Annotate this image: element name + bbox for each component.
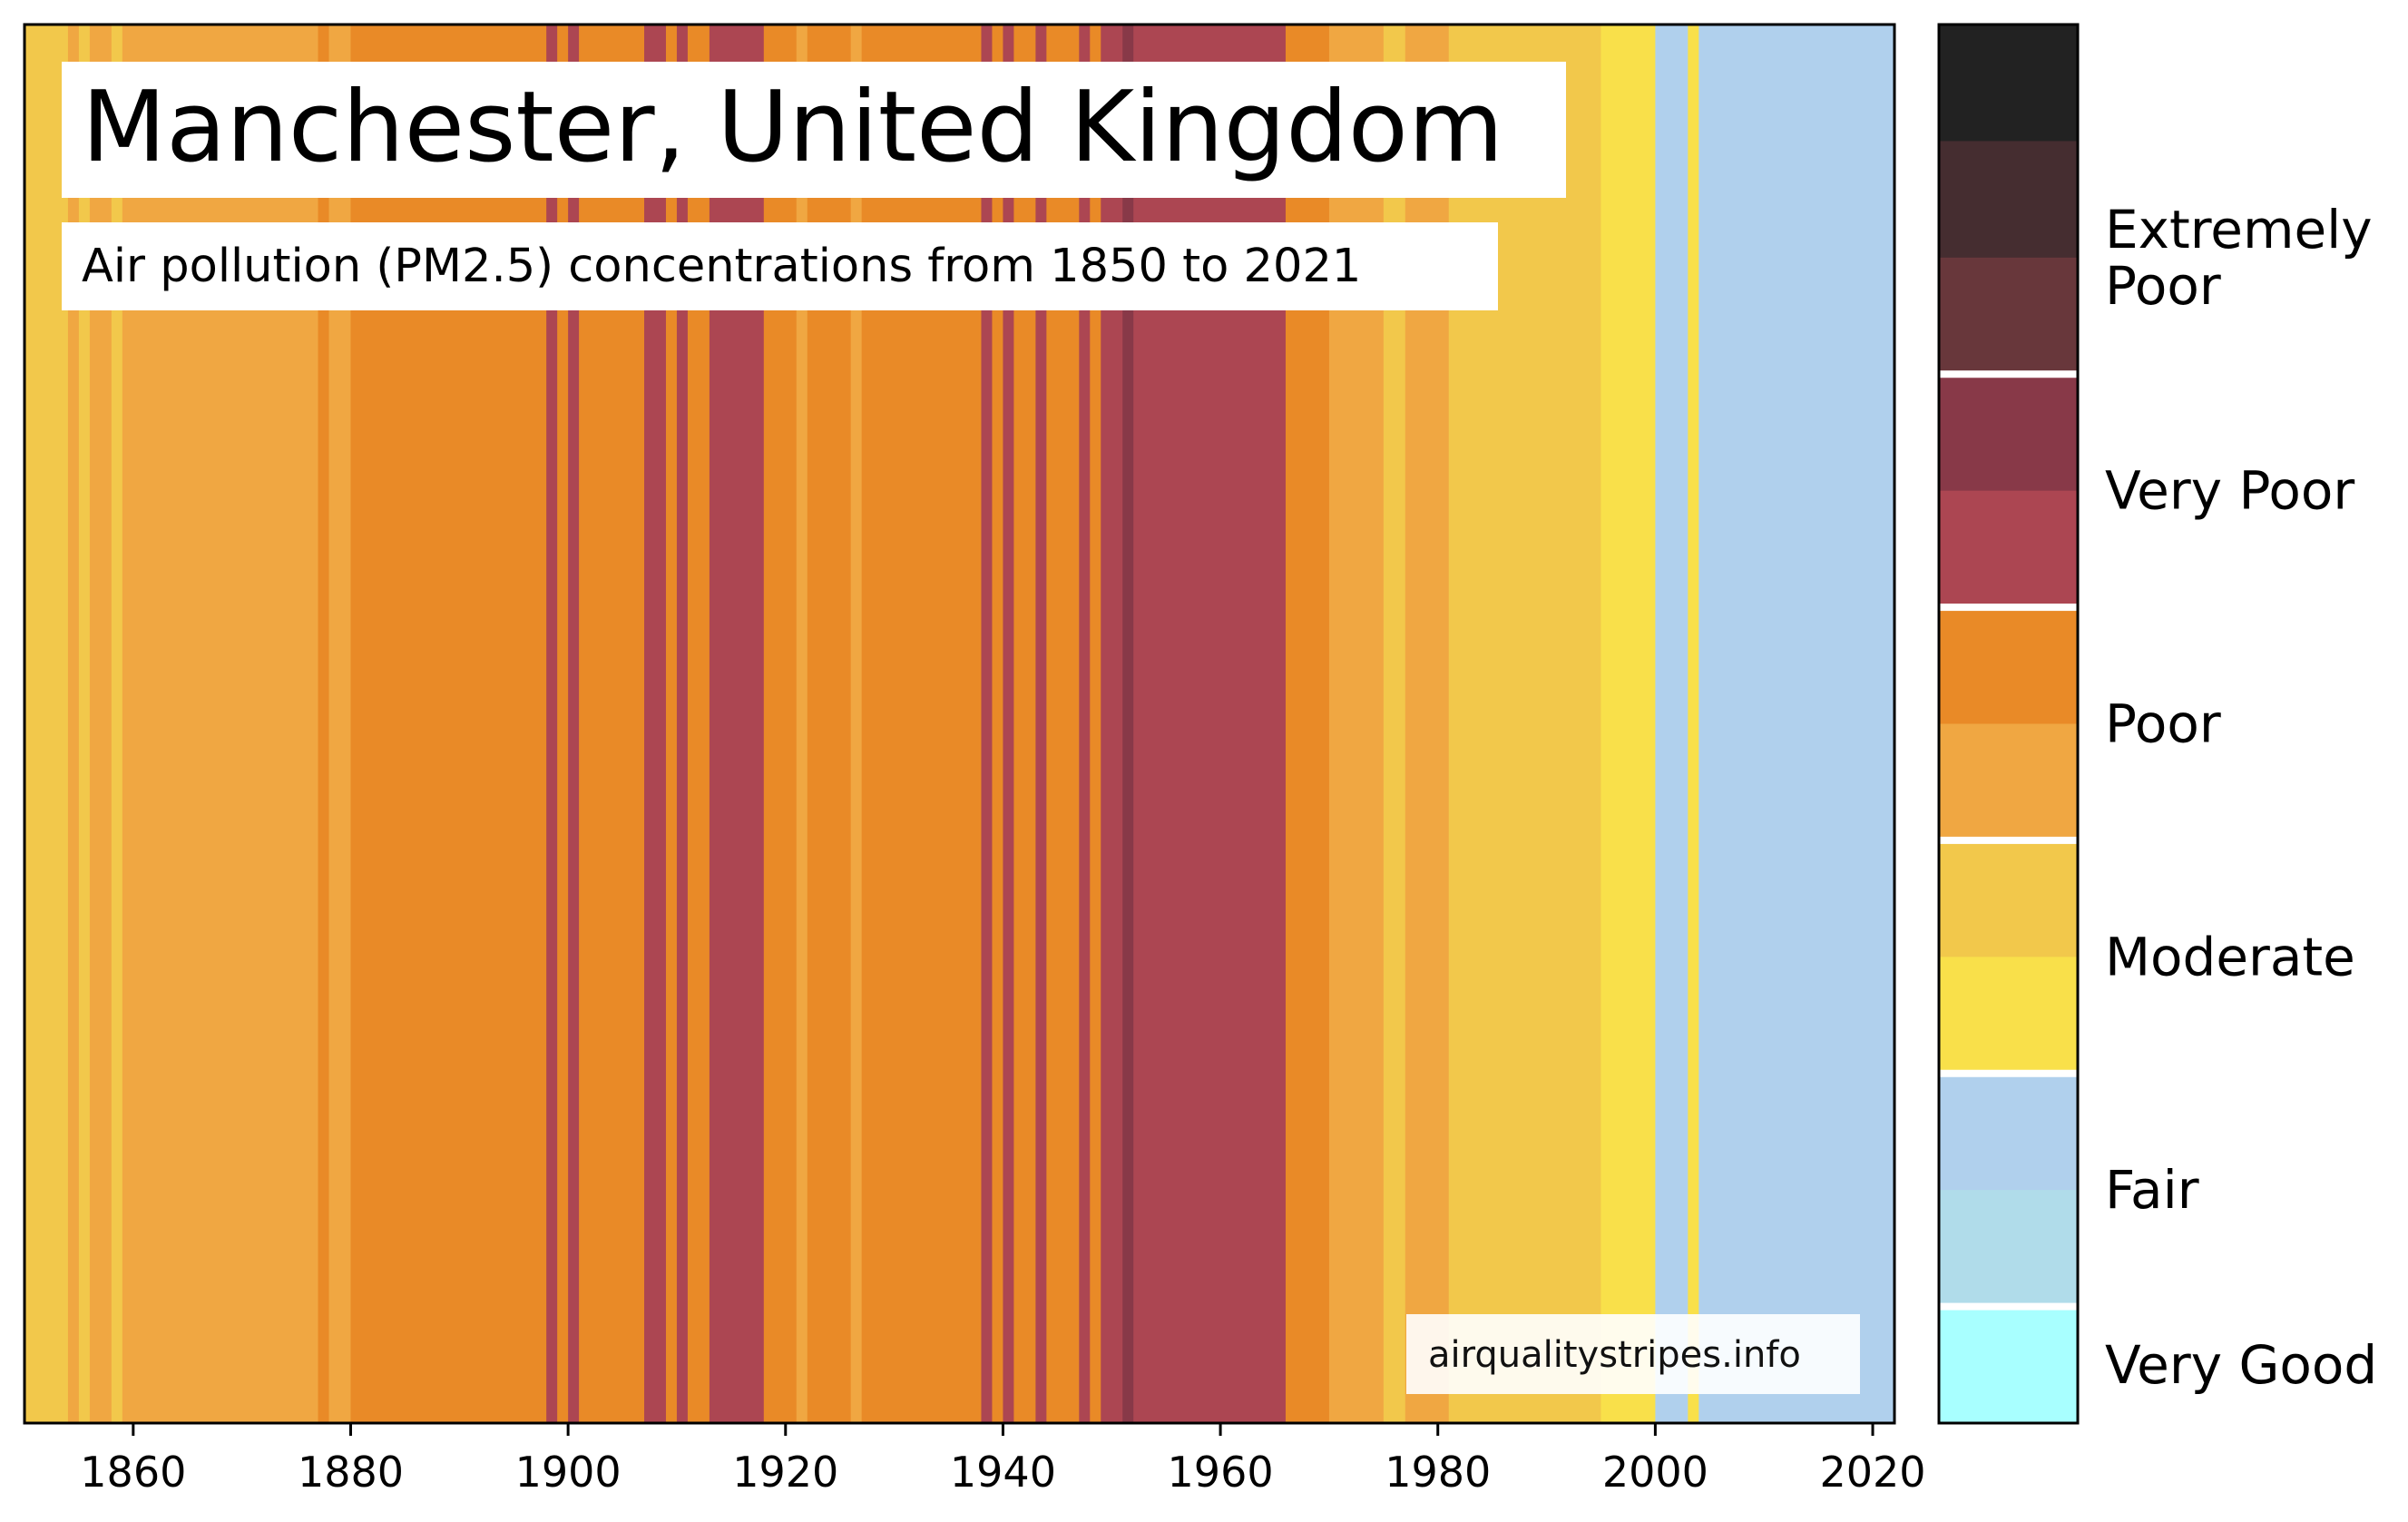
chart-title: Manchester, United Kingdom [82,71,1503,184]
legend-swatch-very-poor [1939,374,2078,492]
stripe-1926 [850,25,863,1423]
x-tick-label-1900: 1900 [515,1448,622,1497]
stripe-1900 [568,25,580,1423]
stripe-1877 [318,25,330,1423]
subtitle-background [62,222,1498,310]
title-background [62,62,1566,198]
legend-label-poor: Poor [2105,693,2221,755]
legend-swatch-good-light-blue [1939,1190,2078,1308]
stripe-1995 [1600,25,1656,1423]
stripe-1898 [546,25,558,1423]
legend-swatch-poor [1939,607,2078,725]
legend-swatch-moderate-light [1939,957,2078,1075]
stripe-2000 [1655,25,1689,1423]
stripe-1850 [24,25,69,1423]
legend-swatch-extremely-poor-light [1939,257,2078,375]
x-tick-label-1860: 1860 [80,1448,186,1497]
subtitle-box: Air pollution (PM2.5) concentrations fro… [62,222,1498,310]
x-axis: 1860 1880 1900 1920 1940 1960 1980 2000 2020 [80,1423,1926,1497]
legend-label-extremely-poor: Extremely Poor [2105,199,2373,317]
x-tick-label-2000: 2000 [1602,1448,1708,1497]
legend-swatch-fair [1939,1073,2078,1191]
stripe-1909 [665,25,678,1423]
watermark-box: airqualitystripes.info [1406,1314,1860,1394]
legend-separator [1939,1069,2078,1077]
stripe-2004 [1698,25,1895,1423]
legend-separator [1939,604,2078,612]
legend-label-fair: Fair [2105,1159,2199,1221]
watermark-text: airqualitystripes.info [1428,1334,1801,1376]
watermark-background [1406,1314,1860,1394]
stripe-1940 [1003,25,1015,1423]
stripe-1855 [78,25,91,1423]
legend-swatch-very-good [1939,1306,2078,1424]
legend-swatch-very-poor-light [1939,490,2078,608]
chart-subtitle: Air pollution (PM2.5) concentrations fro… [82,240,1361,293]
plot-frame [23,23,1896,1425]
legend-label-very-poor: Very Poor [2105,460,2354,522]
legend-frame [1937,23,2080,1425]
stripe-1939 [992,25,1004,1423]
legend-swatch-poor-light [1939,723,2078,841]
x-tick-label-1920: 1920 [732,1448,838,1497]
stripe-1948 [1090,25,1101,1423]
x-tick-label-1980: 1980 [1385,1448,1491,1497]
legend-swatch-extreme [1939,25,2078,142]
x-tick-label-1960: 1960 [1168,1448,1274,1497]
legend-label-very-good: Very Good [2105,1334,2377,1396]
legend-labels: Extremely Poor Very Poor Poor Moderate Fair Ve… [2105,199,2377,1396]
stripe-1854 [67,25,80,1423]
legend-separator [1939,836,2078,844]
stripe-1910 [676,25,689,1423]
legend-separator [1939,370,2078,378]
legend-label-moderate: Moderate [2105,926,2355,987]
stripe-1943 [1035,25,1047,1423]
stripe-1921 [796,25,808,1423]
legend-swatch-extremely-poor [1939,141,2078,259]
title-box: Manchester, United Kingdom [62,62,1566,198]
legend-swatch-moderate [1939,840,2078,957]
stripe-1951 [1122,25,1134,1423]
x-tick-label-1940: 1940 [950,1448,1056,1497]
x-tick-label-1880: 1880 [298,1448,404,1497]
stripe-2003 [1688,25,1699,1423]
x-tick-label-2020: 2020 [1819,1448,1925,1497]
stripe-1947 [1079,25,1091,1423]
legend-separator [1939,1302,2078,1311]
stripe-1858 [111,25,123,1423]
stripe-1899 [557,25,569,1423]
legend-colorbar [1937,23,2080,1425]
stripe-1938 [981,25,994,1423]
